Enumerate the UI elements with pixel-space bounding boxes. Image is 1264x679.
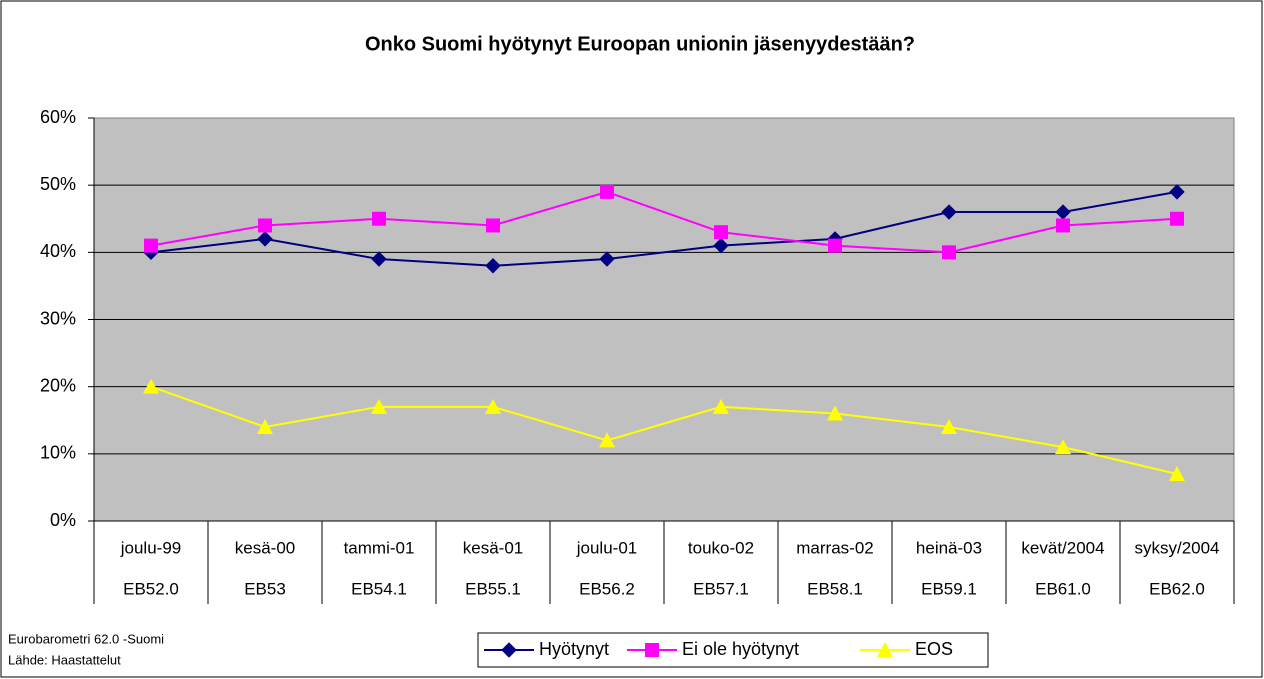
x-tick-label: kevät/2004 bbox=[1021, 538, 1104, 557]
y-tick-label: 40% bbox=[40, 241, 76, 261]
x-tick-sublabel: EB53 bbox=[244, 579, 286, 598]
data-point bbox=[257, 231, 273, 247]
legend-marker bbox=[501, 642, 517, 658]
data-point bbox=[257, 418, 273, 434]
x-tick-label: kesä-00 bbox=[235, 538, 295, 557]
series-line bbox=[150, 190, 1178, 254]
data-point bbox=[599, 251, 615, 267]
data-point bbox=[1169, 184, 1185, 200]
legend-label: Hyötynyt bbox=[539, 639, 609, 659]
x-tick-sublabel: EB52.0 bbox=[123, 579, 179, 598]
x-tick-sublabel: EB56.2 bbox=[579, 579, 635, 598]
data-point bbox=[713, 398, 729, 414]
source-note: Eurobarometri 62.0 -Suomi bbox=[8, 631, 164, 646]
data-point bbox=[1170, 211, 1184, 226]
data-point bbox=[485, 258, 501, 274]
data-point bbox=[828, 238, 842, 253]
y-tick-label: 30% bbox=[40, 308, 76, 328]
data-point bbox=[144, 238, 158, 253]
y-tick-label: 50% bbox=[40, 174, 76, 194]
data-point bbox=[942, 245, 956, 260]
legend-label: Ei ole hyötynyt bbox=[682, 639, 799, 659]
data-point bbox=[143, 378, 159, 394]
data-point bbox=[827, 405, 843, 421]
y-tick-label: 60% bbox=[40, 107, 76, 127]
y-tick-label: 10% bbox=[40, 443, 76, 463]
series-line bbox=[150, 190, 1178, 267]
x-tick-sublabel: EB58.1 bbox=[807, 579, 863, 598]
data-point bbox=[258, 218, 272, 233]
data-point bbox=[486, 218, 500, 233]
legend-marker bbox=[877, 642, 893, 657]
x-tick-label: joulu-01 bbox=[576, 538, 638, 557]
data-point bbox=[1169, 465, 1185, 481]
data-point bbox=[1055, 439, 1071, 455]
data-point bbox=[371, 251, 387, 267]
series-line bbox=[150, 385, 1178, 475]
x-tick-label: syksy/2004 bbox=[1134, 538, 1219, 557]
data-point bbox=[600, 184, 614, 199]
x-tick-label: touko-02 bbox=[688, 538, 754, 557]
x-tick-sublabel: EB55.1 bbox=[465, 579, 521, 598]
x-tick-label: tammi-01 bbox=[344, 538, 415, 557]
x-tick-label: heinä-03 bbox=[916, 538, 982, 557]
legend-marker bbox=[645, 643, 659, 657]
x-tick-sublabel: EB61.0 bbox=[1035, 579, 1091, 598]
data-point bbox=[713, 237, 729, 254]
data-point bbox=[371, 398, 387, 414]
x-tick-sublabel: EB59.1 bbox=[921, 579, 977, 598]
x-tick-sublabel: EB54.1 bbox=[351, 579, 407, 598]
data-point bbox=[1056, 218, 1070, 233]
source-note: Lähde: Haastattelut bbox=[8, 652, 121, 667]
chart-title: Onko Suomi hyötynyt Euroopan unionin jäs… bbox=[365, 33, 915, 55]
data-point bbox=[485, 398, 501, 414]
y-tick-label: 20% bbox=[40, 375, 76, 395]
x-tick-sublabel: EB57.1 bbox=[693, 579, 749, 598]
data-point bbox=[599, 432, 615, 448]
data-point bbox=[372, 211, 386, 226]
x-tick-label: joulu-99 bbox=[120, 538, 182, 557]
x-tick-label: marras-02 bbox=[796, 538, 873, 557]
data-point bbox=[941, 418, 957, 434]
x-tick-label: kesä-01 bbox=[463, 538, 523, 557]
y-tick-label: 0% bbox=[50, 510, 76, 530]
x-tick-sublabel: EB62.0 bbox=[1149, 579, 1205, 598]
data-point bbox=[941, 204, 957, 220]
data-point bbox=[714, 225, 728, 240]
legend-label: EOS bbox=[915, 639, 953, 659]
